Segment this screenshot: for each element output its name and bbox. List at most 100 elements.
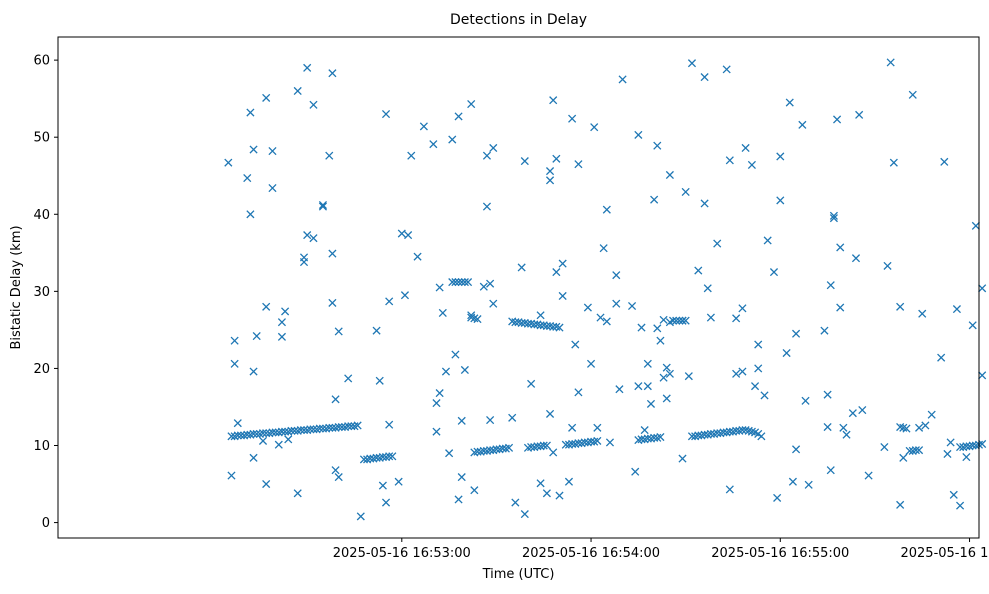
data-point [277,318,287,327]
y-tick-label: 60 [33,54,50,69]
data-point [593,436,602,445]
data-point [536,479,545,488]
data-point [451,350,460,359]
data-point [542,441,551,450]
x-axis-label: Time (UTC) [482,567,555,582]
data-point [325,423,334,432]
data-point [725,485,734,494]
data-point [952,305,961,314]
data-point [631,467,640,476]
data-point [915,446,924,455]
data-point [545,167,555,176]
data-point [602,317,611,326]
data-point [539,441,548,450]
data-point [902,424,911,433]
data-point [296,426,305,435]
data-point [612,271,621,280]
data-point [839,423,848,432]
data-point [249,453,258,462]
data-point [249,145,258,154]
data-point [448,278,457,287]
data-point [571,340,580,349]
data-point [331,395,340,404]
data-point [555,323,564,332]
data-point [590,123,599,132]
data-point [769,268,779,277]
chart-title: Detections in Delay [450,12,587,28]
data-point [315,424,324,433]
data-point [896,302,905,311]
data-point [441,367,451,376]
data-point [224,158,233,167]
data-point [435,389,444,398]
data-point [659,373,668,382]
data-point [643,359,652,368]
data-point [665,369,674,378]
data-point [940,157,949,166]
data-point [886,58,895,67]
data-point [508,413,517,422]
data-point [602,205,611,214]
data-point [785,98,794,107]
data-point [470,486,479,495]
data-point [962,453,971,462]
data-point [864,471,873,480]
data-point [978,284,987,293]
data-point [277,427,287,436]
data-point [545,176,555,185]
data-point [552,154,561,163]
data-point [899,453,908,462]
data-point [681,187,690,196]
data-point [457,473,466,482]
data-point [486,279,495,288]
data-point [836,243,845,252]
data-point [700,199,709,208]
data-point [249,429,258,439]
data-point [918,309,927,318]
data-point [385,452,394,461]
data-point [385,420,394,429]
data-point [262,93,271,102]
data-point [911,446,920,455]
data-point [605,438,615,447]
data-point [858,405,867,415]
data-point [258,429,268,438]
data-point [432,399,441,408]
data-point [378,481,387,490]
y-tick-label: 50 [33,131,50,146]
data-point [656,336,665,345]
data-point [536,311,545,320]
data-point [659,315,668,324]
data-point [722,65,731,74]
data-point [694,266,703,275]
data-point [700,73,709,82]
data-point [836,303,845,312]
data-point [262,479,271,489]
data-point [334,327,343,336]
data-point [545,409,555,418]
data-point [467,311,476,320]
data-point [883,261,892,270]
data-point [757,432,766,441]
data-point [293,86,302,96]
data-point [448,135,457,144]
data-point [823,422,832,432]
data-point [353,421,362,430]
data-point [665,170,674,180]
data-point [741,143,750,153]
data-point [646,399,656,408]
data-point [750,382,760,391]
data-point [738,367,747,376]
data-point [230,359,239,368]
data-point [681,316,690,325]
y-tick-label: 30 [33,285,50,300]
data-point [949,490,958,499]
data-point [555,491,564,500]
y-axis-label: Bistatic Delay (km) [9,225,24,349]
data-point [754,364,763,373]
data-point [284,435,293,444]
data-point [457,416,466,425]
data-point [460,365,469,375]
data-point [306,425,315,434]
data-point [303,63,312,72]
